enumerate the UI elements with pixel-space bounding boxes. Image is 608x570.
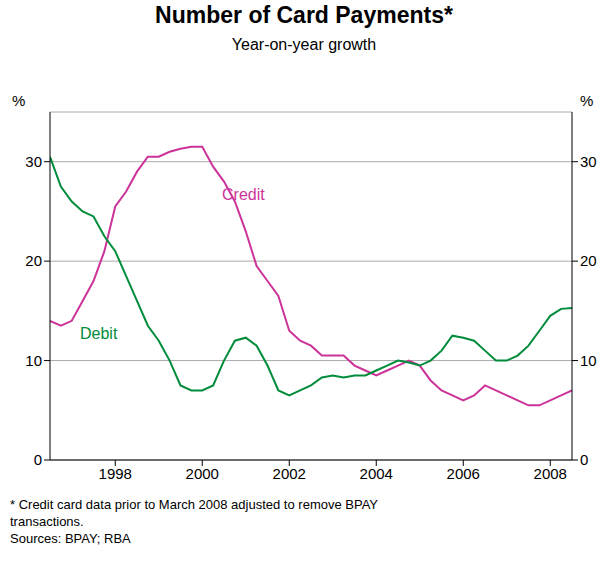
svg-text:0: 0 — [34, 451, 42, 468]
svg-text:20: 20 — [25, 252, 42, 269]
svg-text:10: 10 — [580, 352, 597, 369]
svg-text:2000: 2000 — [186, 465, 219, 482]
html-text:Sources: BPAY; RBA: Sources: BPAY; RBA — [10, 531, 131, 546]
svg-text:10: 10 — [25, 352, 42, 369]
svg-text:2008: 2008 — [534, 465, 567, 482]
svg-text:2006: 2006 — [447, 465, 480, 482]
html-text:Year-on-year growth: Year-on-year growth — [231, 36, 377, 53]
svg-text:2002: 2002 — [273, 465, 306, 482]
html-text:Number of Card Payments*: Number of Card Payments* — [155, 2, 453, 28]
svg-text:1998: 1998 — [99, 465, 132, 482]
svg-text:2004: 2004 — [360, 465, 393, 482]
html-text:Debit: Debit — [80, 325, 118, 342]
html-text:* Credit card data prior to Ma: * Credit card data prior to March 2008 a… — [10, 497, 378, 529]
html-text:Credit: Credit — [222, 186, 265, 203]
svg-text:30: 30 — [25, 153, 42, 170]
svg-text:0: 0 — [580, 451, 588, 468]
svg-text:30: 30 — [580, 153, 597, 170]
svg-text:20: 20 — [580, 252, 597, 269]
